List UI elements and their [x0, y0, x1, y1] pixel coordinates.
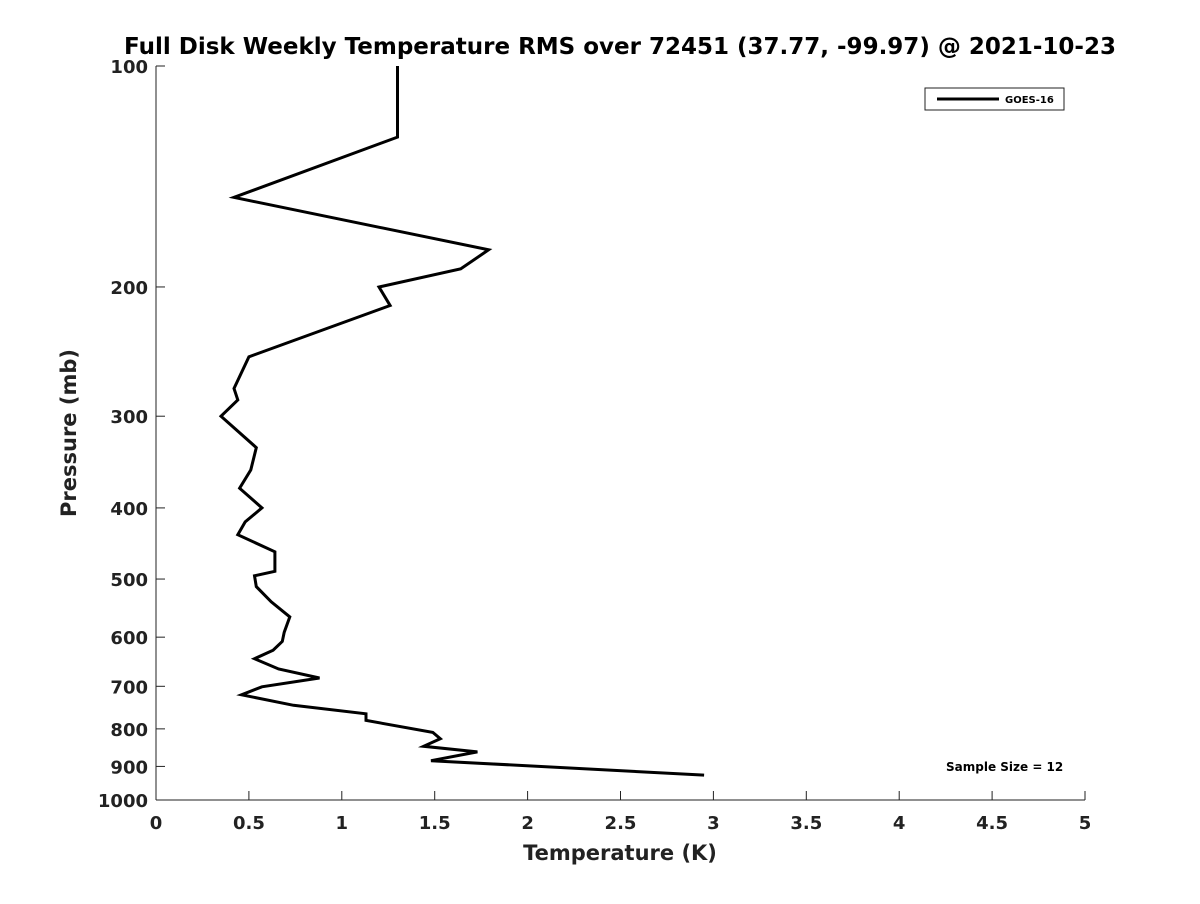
y-tick-label: 300 [110, 407, 148, 428]
y-tick-label: 500 [110, 570, 148, 591]
y-tick-label: 900 [110, 757, 148, 778]
x-tick-label: 5 [1079, 813, 1092, 834]
series-line-goes-16 [218, 66, 705, 777]
x-tick-label: 3 [707, 813, 720, 834]
x-ticks: 0 0.5 1 1.5 2 2.5 3 3.5 4 4.5 5 [150, 791, 1092, 834]
y-tick-label: 100 [110, 57, 148, 78]
x-tick-label: 4.5 [976, 813, 1008, 834]
x-axis-label: Temperature (K) [523, 841, 717, 865]
legend-entry-goes-16: GOES-16 [1005, 95, 1054, 106]
y-axis-label: Pressure (mb) [57, 349, 81, 517]
x-tick-label: 0 [150, 813, 163, 834]
x-tick-label: 0.5 [233, 813, 265, 834]
y-tick-label: 200 [110, 278, 148, 299]
x-tick-label: 3.5 [790, 813, 822, 834]
x-tick-label: 4 [893, 813, 906, 834]
x-tick-label: 2 [521, 813, 534, 834]
sample-size-annotation: Sample Size = 12 [946, 760, 1063, 774]
y-ticks: 100 200 300 400 500 600 700 800 900 1000 [98, 57, 165, 812]
chart-title: Full Disk Weekly Temperature RMS over 72… [124, 34, 1116, 60]
x-tick-label: 1 [336, 813, 349, 834]
y-tick-label: 1000 [98, 791, 148, 812]
series-layer [218, 66, 705, 777]
y-tick-label: 600 [110, 628, 148, 649]
x-tick-label: 2.5 [605, 813, 637, 834]
y-tick-label: 700 [110, 677, 148, 698]
x-tick-label: 1.5 [419, 813, 451, 834]
legend: GOES-16 [924, 87, 1065, 111]
y-tick-label: 800 [110, 720, 148, 741]
y-tick-label: 400 [110, 499, 148, 520]
